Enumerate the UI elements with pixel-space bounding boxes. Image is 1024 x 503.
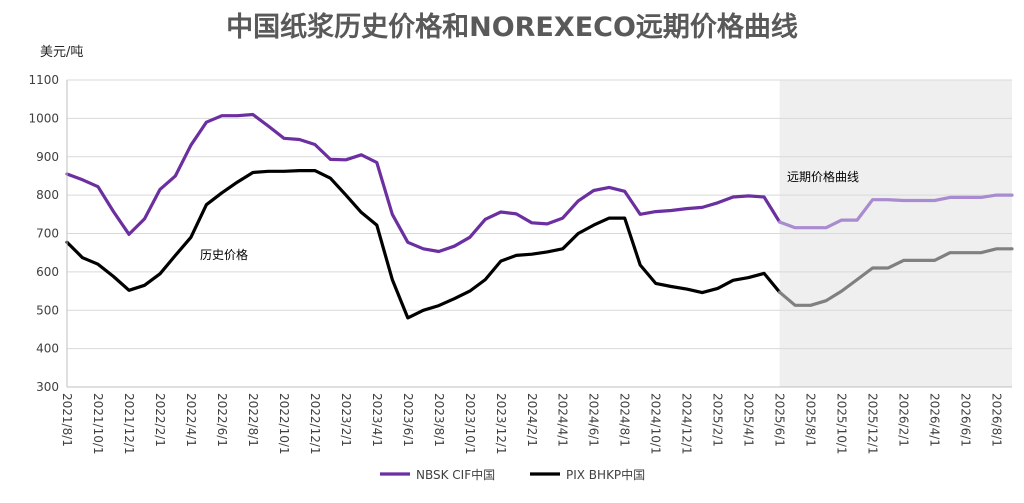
y-tick-label: 700 bbox=[36, 227, 59, 241]
x-tick-label: 2026/8/1 bbox=[990, 393, 1004, 447]
x-tick-label: 2024/4/1 bbox=[556, 393, 570, 447]
legend-label: PIX BHKP中国 bbox=[566, 467, 645, 482]
x-tick-label: 2022/10/1 bbox=[277, 393, 291, 455]
x-tick-label: 2024/8/1 bbox=[618, 393, 632, 447]
y-tick-label: 800 bbox=[36, 188, 59, 202]
x-axis-ticks: 2021/8/1 2021/10/1 2021/12/1 2022/2/1 2022/4… bbox=[60, 393, 1004, 455]
y-tick-label: 400 bbox=[36, 342, 59, 356]
legend: NBSK CIF中国 PIX BHKP中国 bbox=[380, 467, 645, 482]
legend-label: NBSK CIF中国 bbox=[416, 467, 495, 482]
chart-title: 中国纸浆历史价格和NOREXECO远期价格曲线 bbox=[226, 11, 798, 43]
x-tick-label: 2023/12/1 bbox=[494, 393, 508, 455]
y-tick-label: 1000 bbox=[28, 111, 59, 125]
y-tick-label: 1100 bbox=[28, 73, 59, 87]
series-line-history-1 bbox=[67, 171, 780, 318]
y-tick-label: 600 bbox=[36, 265, 59, 279]
x-tick-label: 2021/10/1 bbox=[91, 393, 105, 455]
x-tick-label: 2022/12/1 bbox=[308, 393, 322, 455]
y-tick-label: 300 bbox=[36, 380, 59, 394]
x-tick-label: 2021/12/1 bbox=[122, 393, 136, 455]
series-line-history-0 bbox=[67, 115, 780, 252]
x-tick-label: 2022/2/1 bbox=[153, 393, 167, 447]
x-tick-label: 2024/10/1 bbox=[649, 393, 663, 455]
x-tick-label: 2025/6/1 bbox=[773, 393, 787, 447]
x-tick-label: 2022/8/1 bbox=[246, 393, 260, 447]
x-tick-label: 2026/2/1 bbox=[897, 393, 911, 447]
x-tick-label: 2026/4/1 bbox=[928, 393, 942, 447]
x-tick-label: 2022/4/1 bbox=[184, 393, 198, 447]
x-tick-label: 2021/8/1 bbox=[60, 393, 74, 447]
y-tick-label: 500 bbox=[36, 303, 59, 317]
x-tick-label: 2025/4/1 bbox=[742, 393, 756, 447]
x-tick-label: 2026/6/1 bbox=[959, 393, 973, 447]
x-tick-label: 2024/6/1 bbox=[587, 393, 601, 447]
x-tick-label: 2025/2/1 bbox=[711, 393, 725, 447]
y-tick-label: 900 bbox=[36, 150, 59, 164]
annotation-forward: 远期价格曲线 bbox=[787, 169, 859, 184]
x-tick-label: 2023/2/1 bbox=[339, 393, 353, 447]
x-tick-label: 2022/6/1 bbox=[215, 393, 229, 447]
x-tick-label: 2023/4/1 bbox=[370, 393, 384, 447]
y-axis-label: 美元/吨 bbox=[40, 45, 83, 60]
x-tick-label: 2023/8/1 bbox=[432, 393, 446, 447]
x-tick-label: 2025/10/1 bbox=[835, 393, 849, 455]
x-tick-label: 2024/2/1 bbox=[525, 393, 539, 447]
x-tick-label: 2025/8/1 bbox=[804, 393, 818, 447]
x-tick-label: 2024/12/1 bbox=[680, 393, 694, 455]
annotation-history: 历史价格 bbox=[200, 247, 248, 262]
x-tick-label: 2023/6/1 bbox=[401, 393, 415, 447]
x-tick-label: 2025/12/1 bbox=[866, 393, 880, 455]
x-tick-label: 2023/10/1 bbox=[463, 393, 477, 455]
y-axis-ticks: 300 400 500 600 700 800 900 1000 1100 bbox=[28, 73, 59, 394]
